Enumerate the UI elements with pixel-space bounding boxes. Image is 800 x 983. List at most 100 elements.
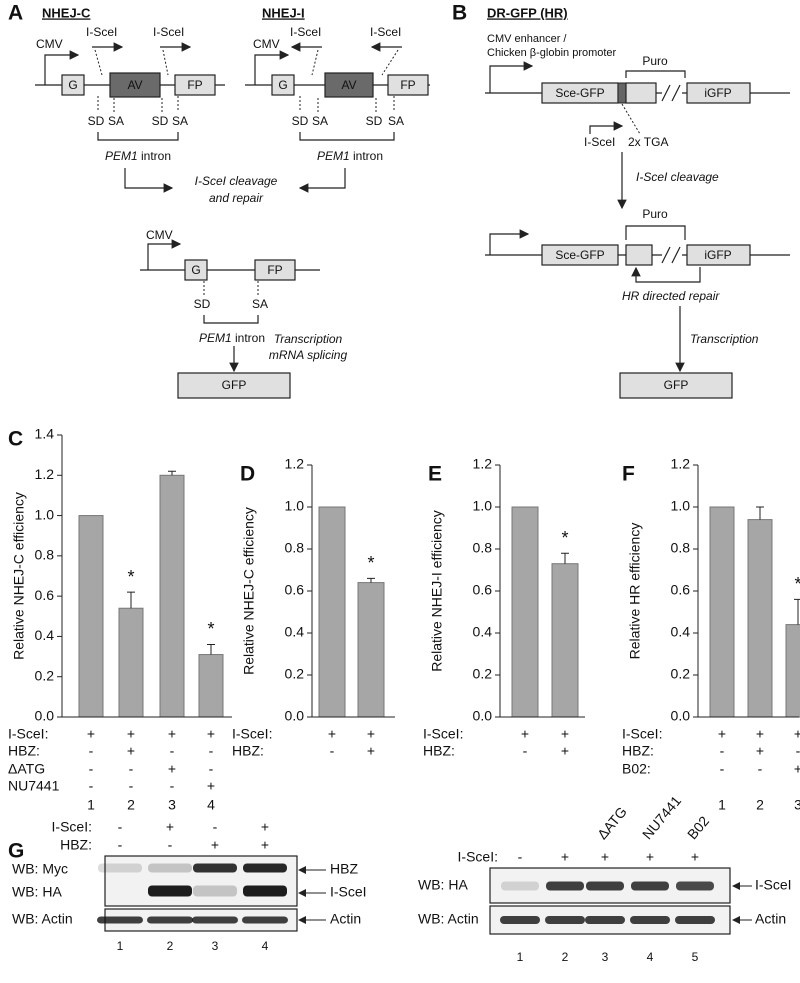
bar (198, 654, 224, 718)
condition-mark: - (523, 743, 528, 759)
intron-bracket (299, 132, 395, 141)
splice-site: SA (388, 114, 404, 128)
site-label: I-SceI (370, 25, 401, 39)
condition-label: HBZ: (423, 743, 455, 759)
panel-label: B (452, 2, 467, 25)
word: intron (141, 149, 171, 163)
exon-label: FP (267, 263, 282, 277)
row-mark: + (601, 849, 609, 865)
row-mark: + (211, 837, 219, 853)
bands (97, 863, 715, 924)
condition-mark: - (170, 743, 175, 759)
condition-mark: + (87, 726, 95, 742)
product: GFP (664, 378, 689, 392)
break (661, 84, 681, 102)
exon (254, 259, 296, 281)
stop-label: 2x TGA (628, 135, 668, 149)
band (98, 863, 142, 873)
band (243, 885, 287, 897)
exon (387, 74, 429, 96)
condition-mark: - (89, 761, 94, 777)
intron-label: PEM1 intron (199, 331, 265, 345)
site-label: I-SceI (584, 135, 615, 149)
y-tick-label: 1.0 (671, 498, 691, 514)
y-axis-label: Relative NHEJ-C efficiency (11, 492, 27, 660)
splice-site: SA (252, 297, 268, 311)
site-label: I-SceI (86, 25, 117, 39)
condition-label: NU7441 (8, 778, 60, 794)
lane-number: 3 (602, 950, 609, 964)
condition-label: HBZ: (8, 743, 40, 759)
y-tick-label: 1.0 (35, 506, 55, 522)
condition-mark: + (756, 726, 764, 742)
bar (551, 563, 579, 718)
splice-site: SA (108, 114, 124, 128)
band (193, 863, 237, 873)
y-tick-label: 0.0 (35, 708, 55, 724)
y-tick-label: 1.0 (285, 498, 305, 514)
promoter-arrow (489, 229, 530, 255)
splice-site: SD (194, 297, 211, 311)
band-label: Actin (755, 911, 786, 927)
gene-box (625, 82, 657, 104)
condition-mark: + (127, 743, 135, 759)
significance: * (367, 553, 374, 573)
splice-site: SD (366, 114, 383, 128)
condition-mark: + (756, 743, 764, 759)
bar (709, 506, 735, 718)
product-box (619, 372, 733, 399)
condition-mark: - (796, 743, 800, 759)
panel-label: A (8, 2, 23, 25)
condition-label: I-SceI: (232, 726, 272, 742)
band (675, 916, 715, 924)
condition-mark: + (207, 726, 215, 742)
condition-label: I-SceI: (8, 726, 48, 742)
condition-mark: + (367, 726, 375, 742)
band (546, 881, 584, 891)
condition-mark: + (794, 761, 800, 777)
exon-label: AV (127, 78, 142, 92)
blot-label: WB: Actin (12, 911, 73, 927)
y-tick-label: 0.2 (35, 667, 55, 683)
intron-label: PEM1 intron (105, 149, 171, 163)
product-box (177, 372, 291, 399)
band (242, 916, 288, 924)
y-axis-label: Relative NHEJ-I efficiency (429, 510, 445, 672)
y-tick-label: 0.4 (35, 627, 55, 643)
promoter: CMV (36, 37, 63, 51)
exon-label: FP (187, 78, 202, 92)
error-bar (561, 552, 569, 564)
row-label: I-SceI: (52, 819, 92, 835)
y-tick-label: 0.4 (671, 624, 691, 640)
site-line (94, 49, 103, 76)
band (501, 881, 539, 891)
band (630, 916, 670, 924)
condition-mark: + (367, 743, 375, 759)
splice-site: SA (172, 114, 188, 128)
promoter-arrow (44, 50, 80, 85)
y-tick-label: 1.2 (671, 456, 691, 472)
error-bar (207, 643, 215, 655)
panel-label: G (8, 840, 24, 863)
promoter: Chicken β-globin promoter (487, 47, 617, 59)
promoter: CMV (146, 228, 173, 242)
site-line (381, 49, 399, 76)
gene: PEM1 (317, 149, 350, 163)
y-tick-label: 0.8 (35, 547, 55, 563)
gene-label: Sce-GFP (555, 86, 604, 100)
significance: * (127, 567, 134, 587)
gene-box (686, 244, 751, 266)
marker-label: Puro (642, 54, 668, 68)
band (545, 916, 585, 924)
site-line (621, 103, 641, 135)
y-tick-label: 0.4 (285, 624, 305, 640)
lane-number: 5 (692, 950, 699, 964)
condition-mark: - (758, 761, 763, 777)
gene-box (625, 244, 653, 266)
y-tick-label: 0.2 (671, 666, 691, 682)
row-mark: - (118, 819, 123, 835)
band (192, 916, 238, 924)
condition-label: I-SceI: (423, 726, 463, 742)
y-tick-label: 0.6 (285, 582, 305, 598)
